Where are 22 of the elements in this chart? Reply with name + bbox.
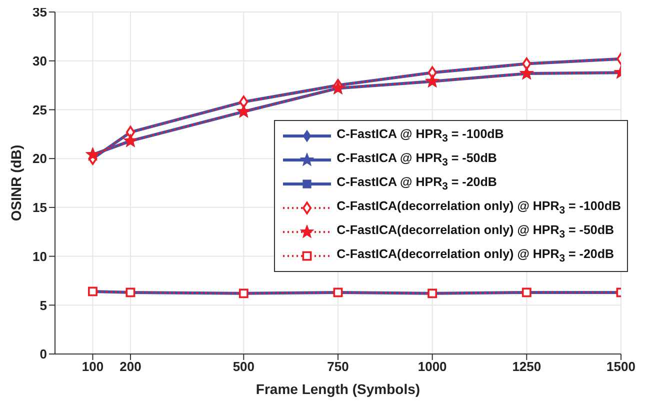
- x-tick-label: 500: [232, 359, 255, 374]
- legend-label: C-FastICA @ HPR$_{3}$ = -20dB: [336, 175, 497, 193]
- y-tick-label: 5: [40, 298, 47, 313]
- y-tick-label: 25: [32, 102, 47, 118]
- y-tick-label: 30: [32, 53, 47, 68]
- x-tick-label: 1000: [418, 359, 447, 374]
- x-tick-label: 100: [82, 359, 104, 374]
- x-tick-label: 1250: [512, 359, 542, 374]
- x-tick-label: 200: [120, 359, 142, 374]
- legend-label: C-FastICA(decorrelation only) @ HPR$_{3}$ = -50dB: [336, 223, 614, 241]
- y-tick-label: 15: [32, 200, 47, 216]
- x-axis-title: Frame Length (Symbols): [256, 381, 420, 397]
- legend-label: C-FastICA @ HPR$_{3}$ = -50dB: [336, 151, 497, 169]
- y-tick-label: 20: [32, 151, 47, 166]
- y-tick-label: 0: [40, 346, 47, 362]
- x-tick-label: 750: [327, 359, 349, 374]
- x-tick-label: 1500: [606, 359, 636, 374]
- y-tick-label: 10: [32, 248, 47, 264]
- legend-label: C-FastICA @ HPR$_{3}$ = -100dB: [336, 127, 504, 145]
- y-axis-title: OSINR (dB): [8, 144, 24, 222]
- legend-label: C-FastICA(decorrelation only) @ HPR$_{3}$ = -20dB: [336, 247, 614, 265]
- legend-label: C-FastICA(decorrelation only) @ HPR$_{3}$ = -100dB: [336, 199, 621, 217]
